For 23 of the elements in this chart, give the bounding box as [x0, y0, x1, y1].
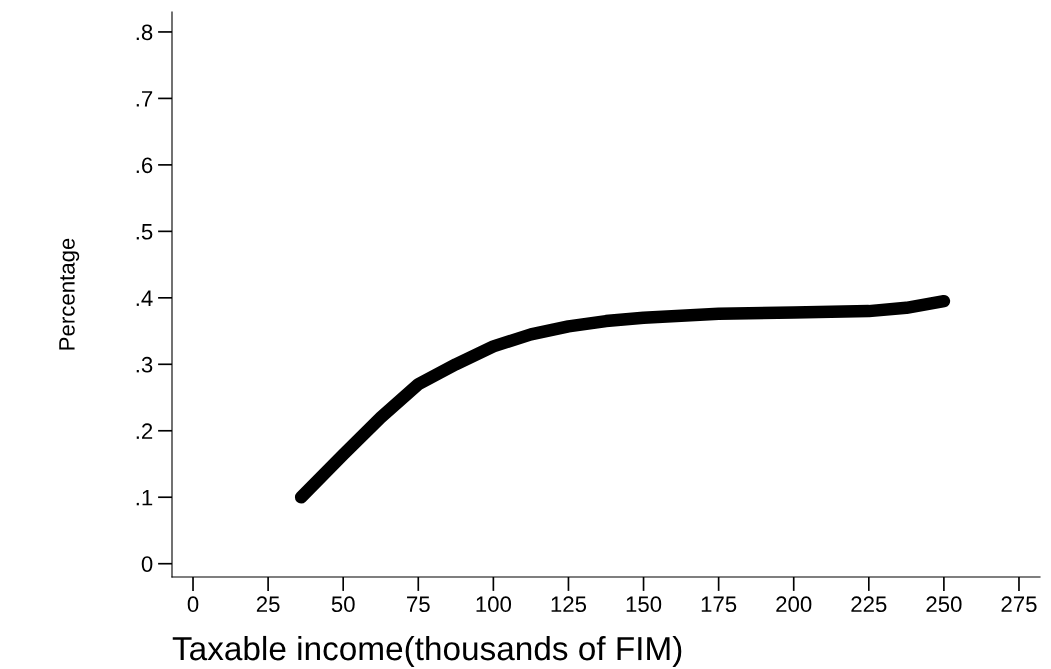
y-axis-title: Percentage [59, 238, 80, 350]
y-tick-label: .6 [136, 157, 153, 174]
x-tick-label: 25 [256, 596, 280, 613]
x-tick-label: 275 [1001, 596, 1037, 613]
y-tick-label: 0 [141, 556, 153, 572]
y-tick-label: .8 [136, 24, 153, 41]
x-tick-label: 200 [776, 596, 812, 613]
x-tick-label: 175 [701, 596, 737, 613]
x-tick-label: 150 [626, 596, 662, 613]
x-tick-label: 75 [407, 596, 430, 613]
x-axis-title: Taxable income(thousands of FIM) [172, 635, 682, 667]
x-tick-label: 250 [926, 596, 962, 613]
y-tick-label: .2 [136, 423, 153, 439]
x-tick-label: 100 [476, 596, 512, 613]
y-tick-label: .3 [136, 356, 153, 373]
x-tick-label: 50 [331, 596, 355, 613]
y-tick-label: .7 [136, 91, 153, 107]
y-tick-label: .1 [136, 490, 153, 506]
x-tick-label: 225 [851, 596, 887, 613]
x-tick-label: 0 [187, 596, 199, 613]
x-tick-label: 125 [551, 596, 587, 613]
y-tick-label: .5 [136, 224, 153, 240]
y-tick-label: .4 [136, 290, 153, 306]
